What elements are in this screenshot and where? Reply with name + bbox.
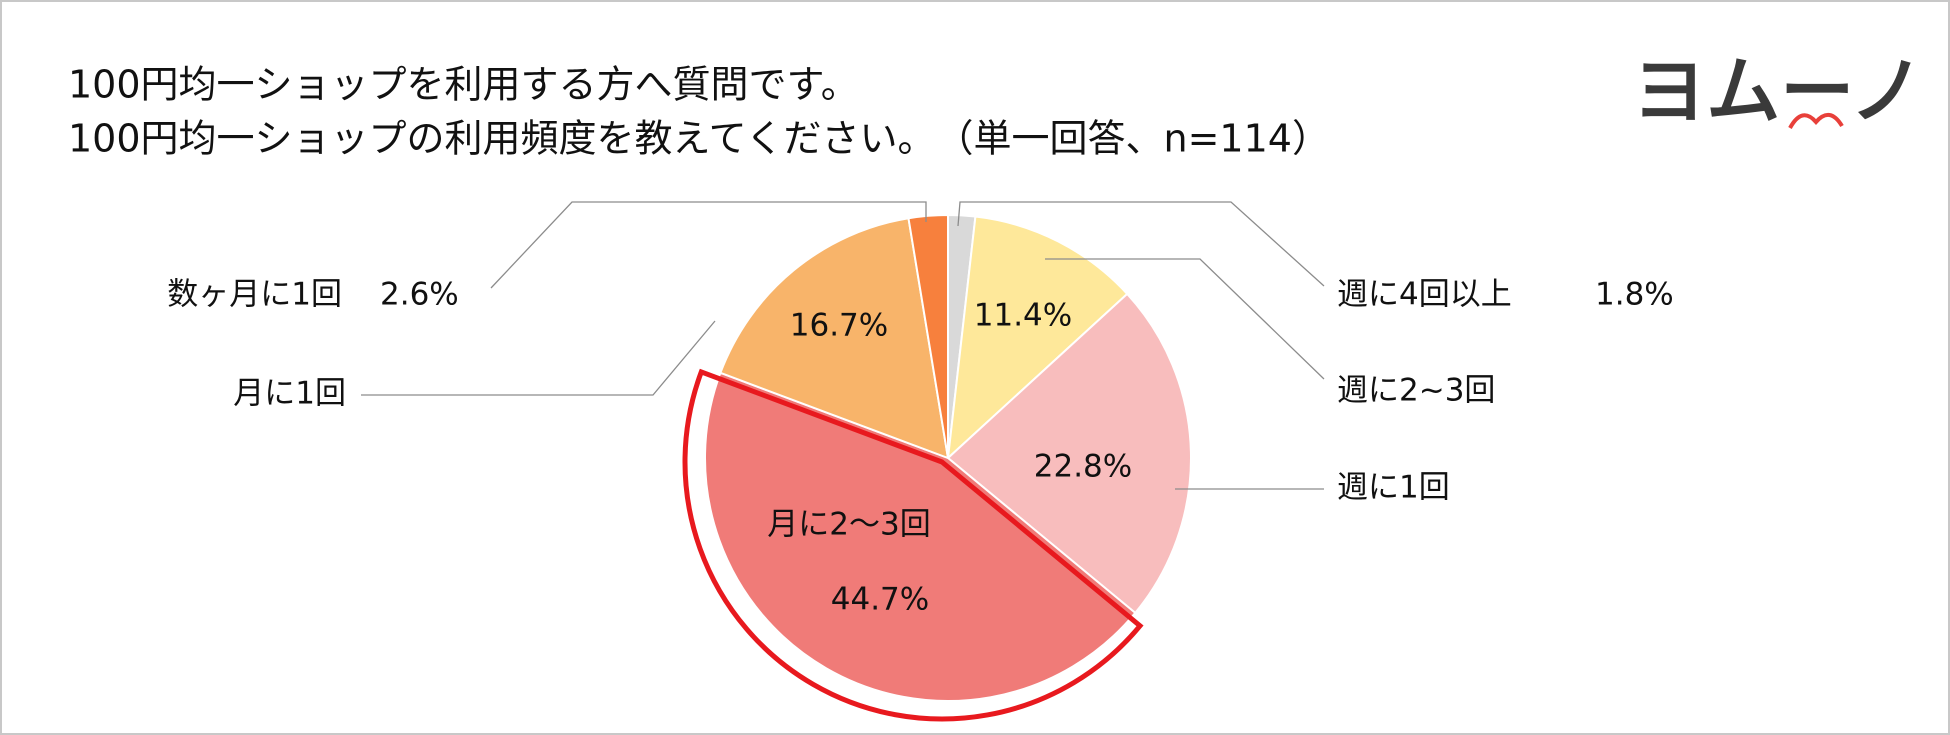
category-label: 月に1回 (233, 376, 346, 412)
value-label: 2.6% (380, 277, 459, 313)
leader-line (490, 201, 927, 289)
leader-line (1045, 258, 1325, 380)
pie-slice (907, 213, 949, 459)
title-line: 100円均一ショップの利用頻度を教えてください。 （単一回答、n=114） (68, 117, 1330, 161)
logo: ヨムーノ (1632, 49, 1924, 135)
category-label: 月に2～3回 (767, 507, 930, 543)
highlight-outline (682, 368, 1144, 722)
value-label: 44.7% (831, 582, 929, 618)
pie-slice (946, 292, 1192, 615)
category-label: 週に2~3回 (1337, 373, 1495, 409)
pie-slice (946, 215, 1129, 461)
value-label: 1.8% (1595, 277, 1674, 313)
logo-mark (1788, 113, 1844, 130)
category-label: 週に1回 (1337, 470, 1450, 506)
title-line: 100円均一ショップを利用する方へ質問です。 (68, 63, 859, 107)
category-label: 週に4回以上 (1337, 277, 1512, 313)
value-label: 16.7% (790, 308, 888, 344)
leader-line (957, 201, 1325, 287)
value-label: 22.8% (1034, 449, 1132, 485)
pie-slice (704, 371, 1137, 702)
pie-slice (719, 217, 950, 460)
value-label: 11.4% (974, 298, 1072, 334)
leader-line (361, 320, 716, 396)
category-label: 数ヶ月に1回 (167, 277, 342, 313)
